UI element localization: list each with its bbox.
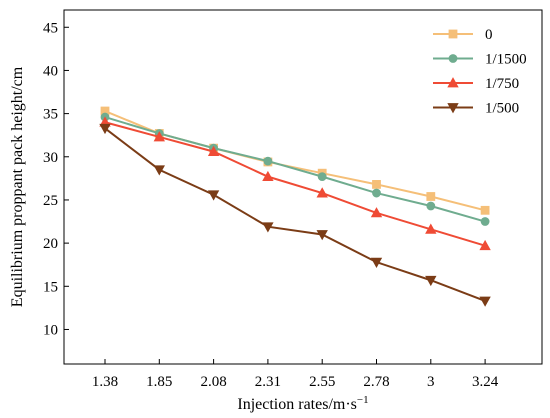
y-tick-label: 10 [43,322,58,338]
data-point [370,207,383,218]
y-axis-ticks: 10 15 20 25 30 35 40 45 [43,20,69,338]
x-tick-label: 3 [427,374,435,390]
data-point [263,156,273,166]
data-point [480,205,490,215]
legend-marker [447,103,459,114]
x-axis-title-main: Injection rates/m·s [237,396,357,413]
series-3 [99,116,491,251]
series-4 [99,123,491,307]
data-point [316,187,328,198]
legend-item: 1/750 [433,76,519,92]
data-point [317,172,327,182]
legend-item: 1/500 [433,101,519,117]
legend-marker [448,29,458,39]
y-tick-label: 40 [43,63,58,79]
y-tick-label: 35 [43,107,58,123]
data-point [426,201,436,211]
data-point [262,170,274,182]
series-line [104,127,486,302]
data-point [207,145,220,157]
x-tick-label: 2.78 [363,374,389,390]
x-tick-label: 1.38 [92,374,118,390]
data-point [370,257,383,268]
data-point [479,296,491,307]
data-point [153,131,165,142]
series-layer [99,106,491,307]
legend-item: 0 [433,27,493,43]
legend-label: 0 [485,27,493,43]
x-tick-label: 1.85 [146,374,172,390]
data-point [479,239,491,251]
x-tick-label: 3.24 [472,374,499,390]
data-point [262,222,274,233]
series-1 [100,106,490,215]
legend-marker [447,77,459,88]
data-point [153,165,165,176]
plot-frame [63,9,543,365]
data-point [207,190,220,201]
x-axis-title-exponent: −1 [357,394,369,406]
x-axis-title: Injection rates/m·s−1 [237,394,368,413]
y-tick-label: 20 [43,236,58,252]
y-tick-label: 30 [43,150,58,166]
y-tick-label: 45 [43,20,58,36]
data-point [425,223,437,234]
y-tick-label: 25 [43,193,58,209]
legend-marker [448,54,458,63]
legend-label: 1/500 [485,101,519,117]
x-tick-label: 2.55 [309,374,335,390]
legend: 0 1/1500 1/750 1/500 [433,27,527,117]
data-point [480,217,490,226]
data-point [372,180,381,189]
data-point [426,192,436,201]
data-point [316,230,328,241]
x-tick-label: 2.31 [255,374,281,390]
series-line [104,121,486,247]
data-point [99,123,111,135]
series-line [104,116,486,223]
y-tick-label: 15 [43,279,58,295]
x-tick-label: 2.08 [200,374,226,390]
x-axis-ticks: 1.38 1.85 2.08 2.31 2.55 2.78 3 3.24 [92,359,499,390]
y-axis-title: Equilibrium proppant pack height/cm [9,66,26,307]
data-point [425,275,437,287]
legend-label: 1/750 [485,76,519,92]
data-point [372,188,381,198]
legend-label: 1/1500 [485,52,527,68]
legend-item: 1/1500 [433,52,527,68]
